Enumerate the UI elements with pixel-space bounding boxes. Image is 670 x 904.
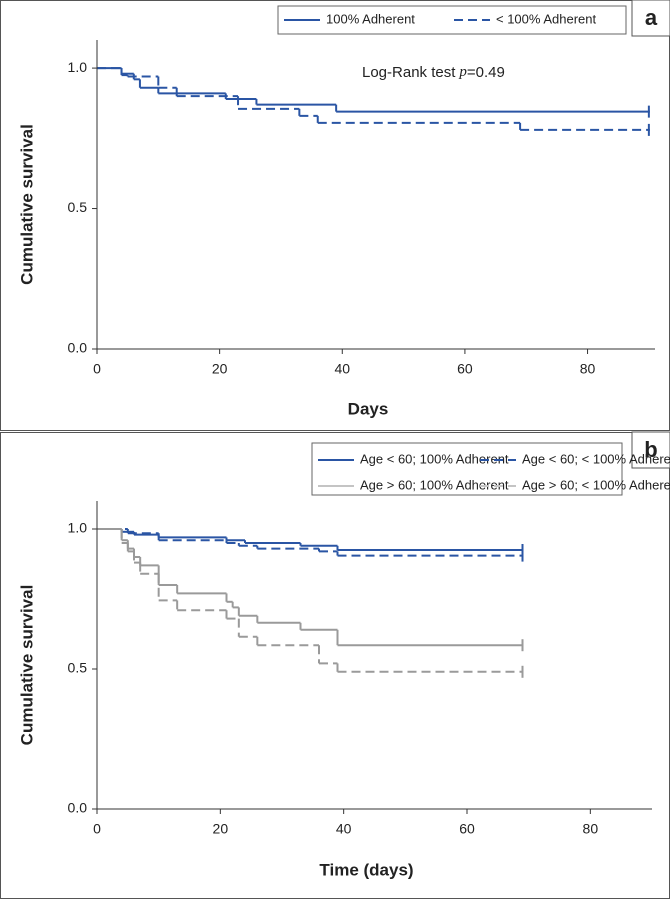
annotation: Log-Rank test p=0.49 (362, 64, 505, 81)
legend-label: Age < 60; 100% Adherent (360, 451, 509, 466)
y-tick-label: 0.5 (68, 660, 88, 676)
x-tick-label: 40 (334, 361, 350, 377)
legend-label: Age < 60; < 100% Adherent (522, 451, 670, 466)
legend-box (311, 442, 623, 496)
y-tick-label: 0.0 (68, 800, 88, 816)
x-tick-label: 0 (93, 821, 101, 837)
y-tick-label: 0.0 (68, 340, 88, 356)
x-tick-label: 40 (336, 821, 352, 837)
x-axis-label: Days (348, 399, 389, 418)
x-tick-label: 20 (212, 361, 228, 377)
panel-label: b (644, 437, 657, 462)
legend-box (277, 5, 627, 35)
panel-label: a (645, 5, 658, 30)
x-tick-label: 80 (583, 821, 599, 837)
x-tick-label: 80 (580, 361, 596, 377)
legend-label: Age > 60; 100% Adherent (360, 477, 509, 492)
annotation-part: p (458, 64, 467, 80)
legend-label: Age > 60; < 100% Adherent (522, 477, 670, 492)
x-tick-label: 60 (459, 821, 475, 837)
y-tick-label: 0.5 (68, 199, 88, 215)
legend-label: 100% Adherent (326, 11, 415, 26)
y-tick-label: 1.0 (68, 59, 88, 75)
panel-label-box (631, 431, 670, 469)
x-axis-label: Time (days) (319, 860, 413, 879)
y-axis-label: Cumulative survival (17, 124, 36, 285)
x-tick-label: 20 (213, 821, 229, 837)
panel-label-box (631, 0, 670, 37)
annotation-part: =0.49 (467, 64, 505, 81)
y-tick-label: 1.0 (68, 520, 88, 536)
annotation-part: Log-Rank test (362, 64, 456, 81)
x-tick-label: 0 (93, 361, 101, 377)
y-axis-label: Cumulative survival (17, 585, 36, 746)
x-tick-label: 60 (457, 361, 473, 377)
legend-label: < 100% Adherent (496, 11, 596, 26)
